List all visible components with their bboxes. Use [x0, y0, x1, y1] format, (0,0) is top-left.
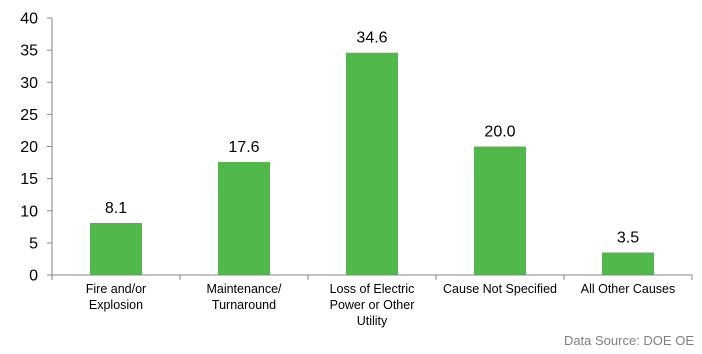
- y-tick-label: 5: [29, 235, 38, 252]
- y-tick-label: 40: [20, 11, 38, 28]
- x-category-label: Loss of Electric Power or Other Utility: [330, 282, 415, 328]
- y-tick-label: 20: [20, 139, 38, 156]
- y-tick-label: 35: [20, 43, 38, 60]
- x-category-label-line: All Other Causes: [581, 282, 675, 296]
- bar: [474, 146, 526, 275]
- axes-group: [51, 18, 693, 280]
- x-category-label-line: Maintenance/: [206, 282, 282, 296]
- x-category-label: Maintenance/Turnaround: [206, 282, 282, 312]
- bar: [346, 52, 398, 275]
- bars-group: [90, 52, 654, 275]
- x-category-label-line: Turnaround: [212, 298, 276, 312]
- x-category-label-line: Cause Not Specified: [443, 282, 557, 296]
- data-label: 3.5: [617, 230, 639, 247]
- y-tick-label: 0: [29, 268, 38, 285]
- y-tick-label: 30: [20, 75, 38, 92]
- source-note: Data Source: DOE OE: [563, 333, 694, 348]
- x-category-label: All Other Causes: [581, 282, 675, 296]
- y-tick-label: 25: [20, 107, 38, 124]
- x-category-label-line: Loss of Electric: [330, 282, 415, 296]
- x-category-label: Cause Not Specified: [443, 282, 557, 296]
- y-tick-label: 10: [20, 203, 38, 220]
- x-category-label-line: Fire and/or: [86, 282, 146, 296]
- data-label: 20.0: [484, 124, 515, 141]
- x-category-label: Fire and/or Explosion: [86, 282, 146, 312]
- data-labels-group: 8.1 17.6 34.6 20.0 3.5: [105, 30, 639, 247]
- x-category-label-line: Power or Other: [330, 298, 415, 312]
- bar: [90, 222, 142, 275]
- data-label: 8.1: [105, 200, 127, 217]
- bar: [602, 252, 654, 275]
- bar: [218, 161, 270, 275]
- y-tick-label: 15: [20, 171, 38, 188]
- x-category-label-line: Utility: [357, 314, 388, 328]
- x-axis-labels: Fire and/or Explosion Maintenance/Turnarou…: [86, 282, 675, 328]
- y-axis-ticks: 0 5 10 15 20 25 30 35 40: [20, 11, 52, 285]
- x-category-label-line: Explosion: [89, 298, 143, 312]
- data-label: 17.6: [228, 139, 259, 156]
- data-label: 34.6: [356, 30, 387, 47]
